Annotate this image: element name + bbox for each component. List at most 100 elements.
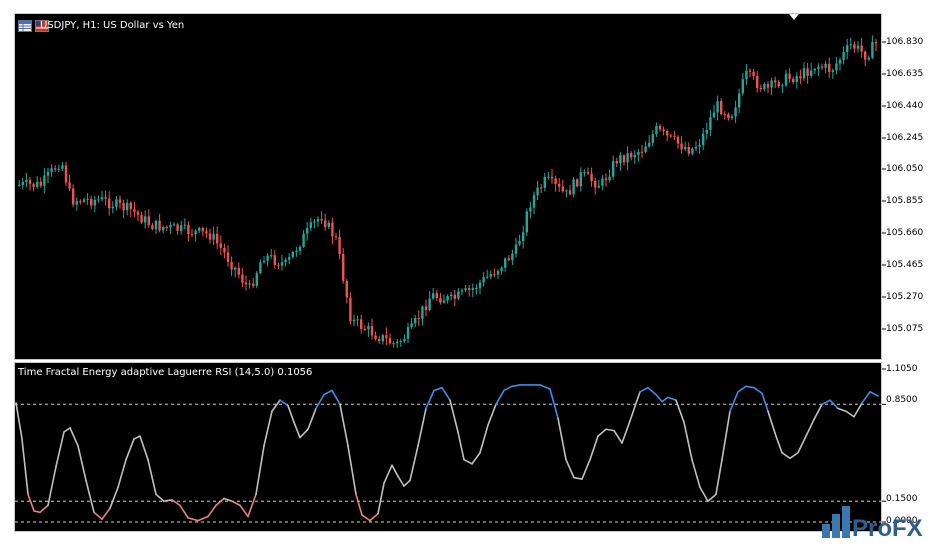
chart-shift-marker bbox=[789, 14, 799, 20]
indicator-tick: 0.1500 bbox=[886, 494, 918, 504]
candle-body bbox=[46, 171, 50, 176]
indicator-line-segment bbox=[661, 396, 669, 403]
candle-body bbox=[626, 153, 629, 163]
price-tick: 105.660 bbox=[886, 228, 924, 238]
indicator-line-segment bbox=[271, 399, 281, 413]
candle-body bbox=[813, 68, 816, 71]
candle-body bbox=[507, 258, 510, 261]
indicator-line-segment bbox=[247, 493, 257, 518]
candle-body bbox=[158, 220, 161, 231]
candle-body bbox=[460, 290, 464, 292]
indicator-line-segment bbox=[425, 389, 435, 410]
candle-body bbox=[792, 78, 795, 83]
candle-body bbox=[590, 173, 593, 181]
candle-body bbox=[306, 228, 309, 234]
indicator-line-segment bbox=[471, 451, 481, 465]
indicator-line-segment bbox=[699, 486, 709, 503]
candle-body bbox=[853, 44, 856, 49]
candle-body bbox=[705, 129, 708, 134]
indicator-line-segment bbox=[605, 428, 615, 432]
indicator-line-segment bbox=[369, 512, 379, 522]
candle-body bbox=[615, 161, 618, 164]
price-tick: 106.440 bbox=[886, 101, 924, 111]
indicator-line-segment bbox=[391, 464, 399, 478]
candle-body bbox=[435, 293, 438, 298]
candle-body bbox=[759, 88, 762, 90]
indicator-line-segment bbox=[589, 435, 599, 461]
candle-body bbox=[860, 45, 863, 52]
candle-body bbox=[496, 270, 500, 275]
indicator-line-segment bbox=[409, 445, 419, 482]
candle-body bbox=[151, 225, 154, 230]
candle-body bbox=[547, 176, 550, 178]
candle-body bbox=[586, 172, 590, 174]
candle-body bbox=[637, 151, 640, 156]
candle-body bbox=[450, 294, 453, 297]
indicator-line-segment bbox=[163, 499, 173, 503]
indicator-pane[interactable] bbox=[14, 362, 882, 532]
candle-body bbox=[320, 218, 323, 221]
candle-body bbox=[82, 199, 86, 202]
candle-body bbox=[331, 222, 334, 237]
price-tick: 106.245 bbox=[886, 133, 924, 143]
candle-body bbox=[21, 181, 24, 185]
candle-body bbox=[190, 234, 194, 236]
table-icon[interactable] bbox=[18, 17, 32, 32]
candle-body bbox=[514, 244, 518, 254]
candle-body bbox=[770, 80, 773, 88]
indicator-line-segment bbox=[33, 510, 41, 514]
indicator-line-segment bbox=[775, 435, 783, 454]
indicator-line-segment bbox=[441, 386, 451, 401]
candle-body bbox=[144, 216, 147, 223]
candle-body bbox=[680, 143, 683, 150]
candle-body bbox=[241, 274, 244, 283]
indicator-line-segment bbox=[805, 418, 815, 437]
indicator-line-segment bbox=[479, 424, 489, 454]
candle-body bbox=[572, 179, 575, 195]
indicator-line-segment bbox=[707, 493, 717, 503]
candle-body bbox=[108, 198, 111, 209]
candle-body bbox=[302, 233, 305, 247]
indicator-line-segment bbox=[829, 399, 839, 410]
price-tick: 105.075 bbox=[886, 324, 924, 334]
indicator-line-segment bbox=[767, 410, 777, 437]
indicator-line-segment bbox=[323, 389, 333, 396]
indicator-line-segment bbox=[837, 407, 847, 413]
candle-body bbox=[727, 114, 730, 119]
candle-body bbox=[669, 135, 672, 137]
candle-body bbox=[230, 261, 233, 270]
price-tick: 105.465 bbox=[886, 260, 924, 270]
candle-body bbox=[93, 199, 96, 206]
indicator-line-segment bbox=[331, 389, 341, 406]
indicator-line-segment bbox=[109, 486, 119, 509]
candle-body bbox=[694, 146, 698, 149]
indicator-line-segment bbox=[573, 476, 583, 480]
candle-body bbox=[658, 125, 662, 130]
candle-body bbox=[172, 224, 176, 226]
candle-body bbox=[540, 187, 543, 189]
indicator-line-segment bbox=[869, 391, 879, 397]
candle-body bbox=[597, 185, 600, 188]
candle-body bbox=[698, 145, 701, 147]
candle-body bbox=[849, 44, 852, 46]
candle-body bbox=[154, 220, 158, 230]
candle-body bbox=[558, 184, 561, 187]
profx-logo: ProFX bbox=[818, 502, 944, 542]
candle-body bbox=[748, 70, 752, 72]
indicator-tick: 1.1050 bbox=[886, 364, 918, 374]
candle-body bbox=[511, 253, 514, 261]
indicator-line-segment bbox=[315, 393, 325, 410]
flag-icon[interactable] bbox=[35, 17, 49, 32]
indicator-line-segment bbox=[39, 504, 49, 514]
candle-body bbox=[442, 300, 446, 303]
price-tick: 105.855 bbox=[886, 196, 924, 206]
candle-body bbox=[28, 179, 32, 184]
candle-body bbox=[716, 101, 719, 113]
candle-body bbox=[273, 255, 276, 265]
candle-body bbox=[756, 75, 759, 89]
indicator-line-segment bbox=[691, 458, 701, 489]
candle-body bbox=[741, 79, 744, 94]
indicator-line-segment bbox=[101, 507, 111, 521]
candle-body bbox=[525, 211, 528, 233]
candle-body bbox=[684, 147, 687, 150]
